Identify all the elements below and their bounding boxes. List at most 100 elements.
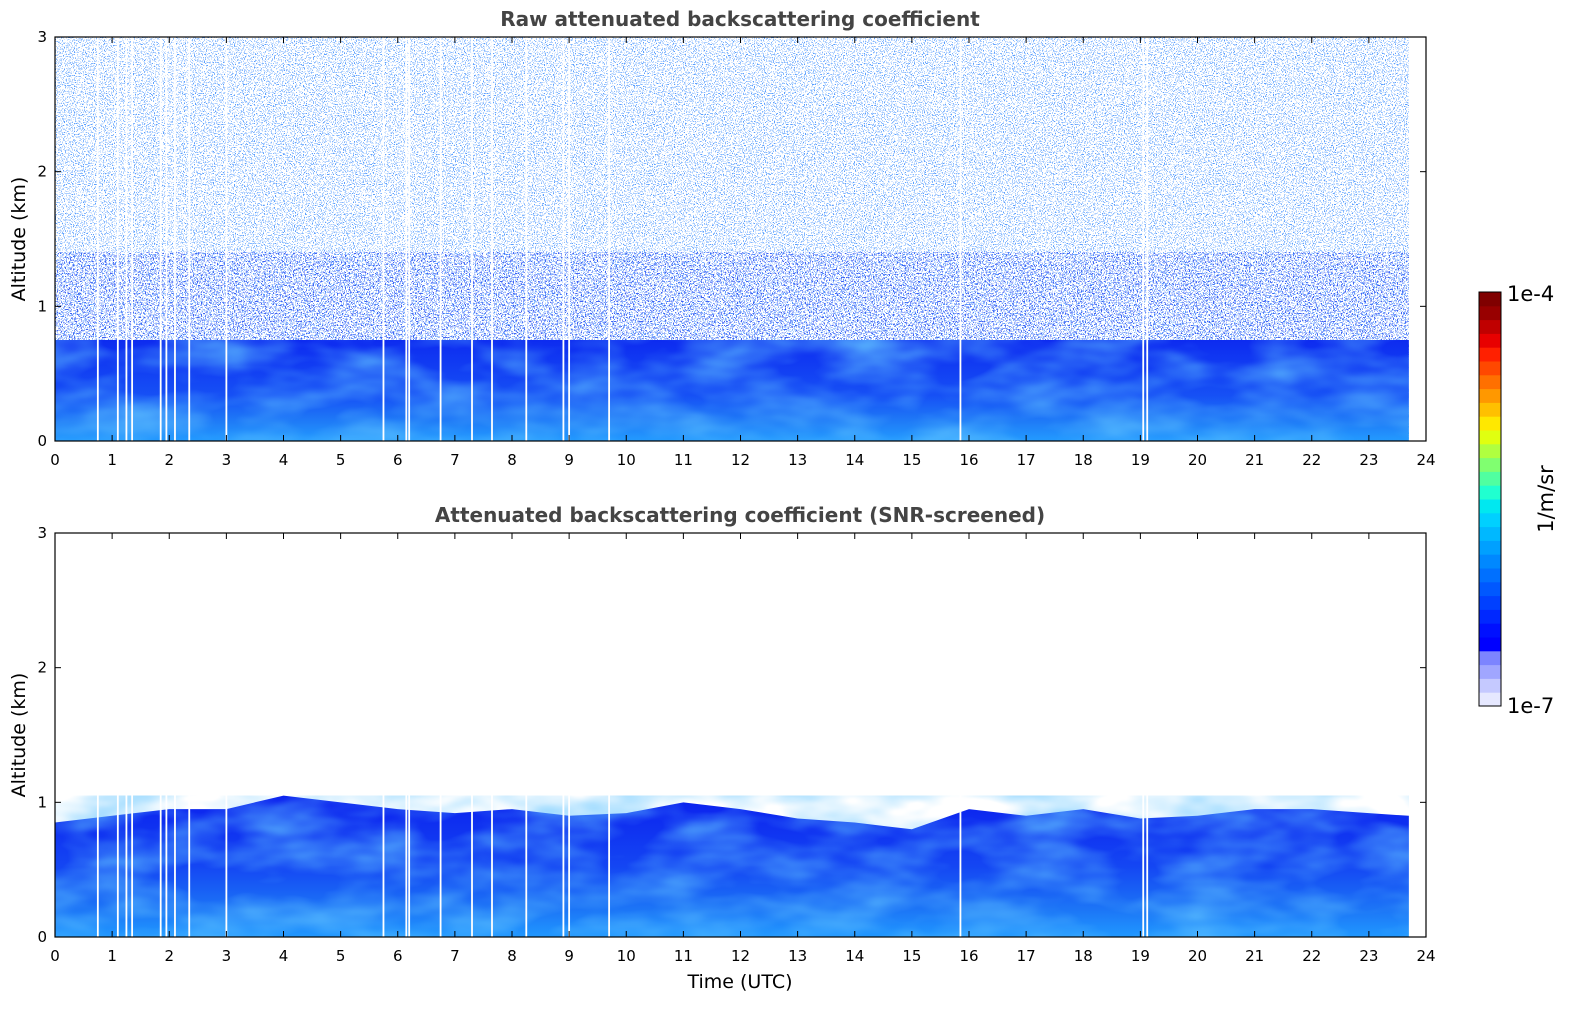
- top-chart-title: Raw attenuated backscattering coefficien…: [500, 7, 980, 31]
- top-x-ticks: 0 1 2 3 4 5 6 7 8 9 10 11 12 13 14 15 16 17 18 19 20 21 22 23 24: [50, 37, 1436, 469]
- x-tick-label: 18: [1074, 947, 1093, 965]
- colorbar-step: [1479, 333, 1501, 348]
- colorbar-frame: [1478, 291, 1502, 707]
- dropout-line: [225, 37, 228, 441]
- dropout-line: [405, 533, 408, 937]
- y-tick-label: 0: [37, 432, 47, 450]
- colorbar-step: [1479, 430, 1501, 445]
- x-tick-label: 0: [50, 947, 60, 965]
- dropout-line: [408, 533, 411, 937]
- dropout-line: [525, 533, 528, 937]
- dropout-line: [568, 37, 571, 441]
- x-tick-label: 6: [393, 947, 403, 965]
- x-tick-label: 9: [564, 947, 574, 965]
- y-tick-label: 1: [37, 297, 47, 315]
- bottom-y-axis-label: Altitude (km): [8, 673, 30, 798]
- colorbar-step: [1479, 623, 1501, 638]
- x-tick-label: 2: [164, 451, 174, 469]
- dropout-line: [382, 37, 385, 441]
- x-tick-label: 3: [222, 451, 232, 469]
- colorbar-step: [1479, 305, 1501, 321]
- x-tick-label: 8: [507, 451, 517, 469]
- x-axis-label: Time (UTC): [686, 971, 792, 993]
- x-tick-label: 17: [1017, 947, 1036, 965]
- x-tick-label: 23: [1359, 451, 1378, 469]
- bottom-heatmap: [55, 533, 1409, 937]
- x-tick-label: 6: [393, 451, 403, 469]
- x-tick-label: 20: [1188, 947, 1207, 965]
- colorbar-step: [1479, 637, 1501, 652]
- dropout-line: [1146, 533, 1149, 937]
- y-tick-label: 3: [37, 524, 47, 542]
- colorbar-step: [1479, 319, 1501, 334]
- dropout-line: [608, 37, 611, 441]
- x-tick-label: 19: [1131, 947, 1150, 965]
- bottom-y-ticks: 0 1 2 3: [37, 524, 1426, 946]
- colorbar-step: [1479, 692, 1501, 707]
- y-tick-label: 0: [37, 928, 47, 946]
- dropout-line: [439, 37, 442, 441]
- x-tick-label: 15: [902, 947, 921, 965]
- colorbar-step: [1479, 512, 1501, 528]
- dropout-line: [131, 533, 134, 937]
- x-tick-label: 21: [1245, 947, 1264, 965]
- x-tick-label: 10: [617, 451, 636, 469]
- x-tick-label: 11: [674, 451, 693, 469]
- x-tick-label: 12: [731, 947, 750, 965]
- x-tick-label: 16: [959, 451, 978, 469]
- colorbar-step: [1479, 402, 1501, 417]
- boundary-layer-plumes: [55, 795, 1409, 937]
- y-tick-label: 2: [37, 659, 47, 677]
- x-tick-label: 16: [959, 947, 978, 965]
- dropout-line: [159, 533, 162, 937]
- colorbar-step: [1479, 361, 1501, 376]
- colorbar-step: [1479, 678, 1501, 693]
- noise-speckle-dense: [55, 252, 1409, 347]
- dropout-line: [1142, 533, 1145, 937]
- dropout-line: [959, 37, 962, 441]
- dropout-line: [471, 533, 473, 937]
- x-tick-label: 17: [1017, 451, 1036, 469]
- x-tick-label: 24: [1416, 947, 1435, 965]
- x-tick-label: 13: [788, 451, 807, 469]
- colorbar-step: [1479, 554, 1501, 569]
- x-tick-label: 24: [1416, 451, 1435, 469]
- colorbar-step: [1479, 292, 1501, 307]
- snr-screened-panel: Attenuated backscattering coefficient (S…: [8, 503, 1436, 993]
- dropout-line: [562, 533, 565, 937]
- x-tick-label: 9: [564, 451, 574, 469]
- x-tick-label: 7: [450, 451, 460, 469]
- colorbar-step: [1479, 540, 1501, 555]
- dropout-line: [174, 37, 176, 441]
- dropout-line: [471, 37, 473, 441]
- y-tick-label: 1: [37, 793, 47, 811]
- y-tick-label: 2: [37, 163, 47, 181]
- dropout-line: [608, 533, 611, 937]
- x-tick-label: 4: [279, 947, 289, 965]
- x-tick-label: 14: [845, 947, 864, 965]
- colorbar-step: [1479, 650, 1501, 666]
- bottom-chart-title: Attenuated backscattering coefficient (S…: [435, 503, 1045, 527]
- dropout-line: [1142, 37, 1145, 441]
- dropout-line: [525, 37, 528, 441]
- y-tick-label: 3: [37, 28, 47, 46]
- dropout-line: [568, 533, 571, 937]
- x-tick-label: 22: [1302, 451, 1321, 469]
- colorbar-step: [1479, 457, 1501, 472]
- x-tick-label: 2: [164, 947, 174, 965]
- colorbar-scale: [1479, 292, 1501, 707]
- colorbar-step: [1479, 499, 1501, 514]
- dropout-line: [408, 37, 411, 441]
- dropout-line: [382, 533, 385, 937]
- colorbar: 1e-4 1e-7 1/m/sr: [1478, 282, 1558, 718]
- colorbar-max-label: 1e-4: [1507, 282, 1554, 306]
- x-tick-label: 15: [902, 451, 921, 469]
- x-tick-label: 7: [450, 947, 460, 965]
- dropout-line: [165, 37, 168, 441]
- dropout-line: [174, 533, 176, 937]
- dropout-line: [125, 37, 128, 441]
- dropout-line: [1146, 37, 1149, 441]
- top-y-axis-label: Altitude (km): [8, 177, 30, 302]
- colorbar-step: [1479, 471, 1501, 486]
